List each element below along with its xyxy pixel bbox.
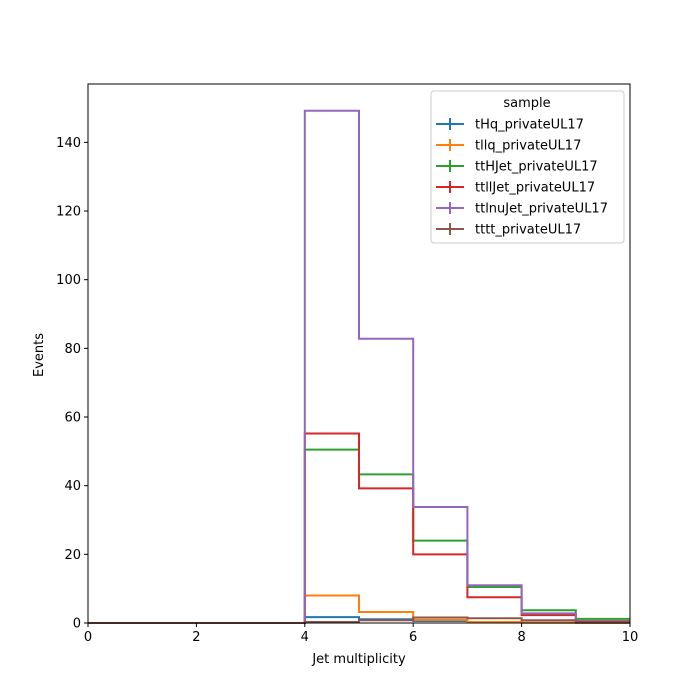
legend-entry: ttllJet_privateUL17	[436, 181, 595, 196]
x-axis-ticks: 0 2 4 6 8 10	[84, 623, 638, 645]
legend-label: tllq_privateUL17	[475, 139, 581, 154]
y-axis-ticks: 0 20 40 60 80 100 120 140	[56, 136, 88, 632]
y-tick-label: 60	[64, 411, 81, 426]
x-tick-label: 4	[301, 630, 309, 645]
x-tick-label: 0	[84, 630, 92, 645]
plot-frame	[87, 83, 631, 624]
legend-title: sample	[503, 96, 550, 111]
legend-label: ttHJet_privateUL17	[475, 160, 598, 175]
legend: sample tHq_privateUL17 tllq_privateUL17tt…	[430, 90, 625, 244]
y-tick-label: 0	[73, 617, 81, 632]
legend-entry: tllq_privateUL17	[436, 139, 581, 154]
x-axis-label: Jet multiplicity	[311, 652, 406, 667]
x-tick-label: 6	[409, 630, 417, 645]
legend-entry: tttt_privateUL17	[436, 223, 581, 238]
legend-box	[430, 90, 625, 244]
x-tick-label: 2	[192, 630, 200, 645]
y-tick-label: 120	[56, 205, 81, 220]
x-tick-label: 8	[517, 630, 525, 645]
y-tick-label: 40	[64, 479, 81, 494]
x-tick-label: 10	[622, 630, 639, 645]
legend-entry: tHq_privateUL17	[436, 118, 584, 133]
legend-label: tttt_privateUL17	[475, 223, 581, 238]
legend-entry: ttHJet_privateUL17	[436, 160, 598, 175]
y-axis-label: Events	[32, 333, 47, 377]
legend-entries: tHq_privateUL17 tllq_privateUL17 ttHJet_pr…	[436, 118, 608, 238]
y-tick-label: 80	[64, 342, 81, 357]
legend-entry: ttlnuJet_privateUL17	[436, 202, 608, 217]
legend-label: tHq_privateUL17	[475, 118, 584, 133]
legend-label: ttlnuJet_privateUL17	[475, 202, 608, 217]
legend-label: ttllJet_privateUL17	[475, 181, 595, 196]
y-tick-label: 20	[64, 548, 81, 563]
y-tick-label: 100	[56, 273, 81, 288]
y-tick-label: 140	[56, 136, 81, 151]
